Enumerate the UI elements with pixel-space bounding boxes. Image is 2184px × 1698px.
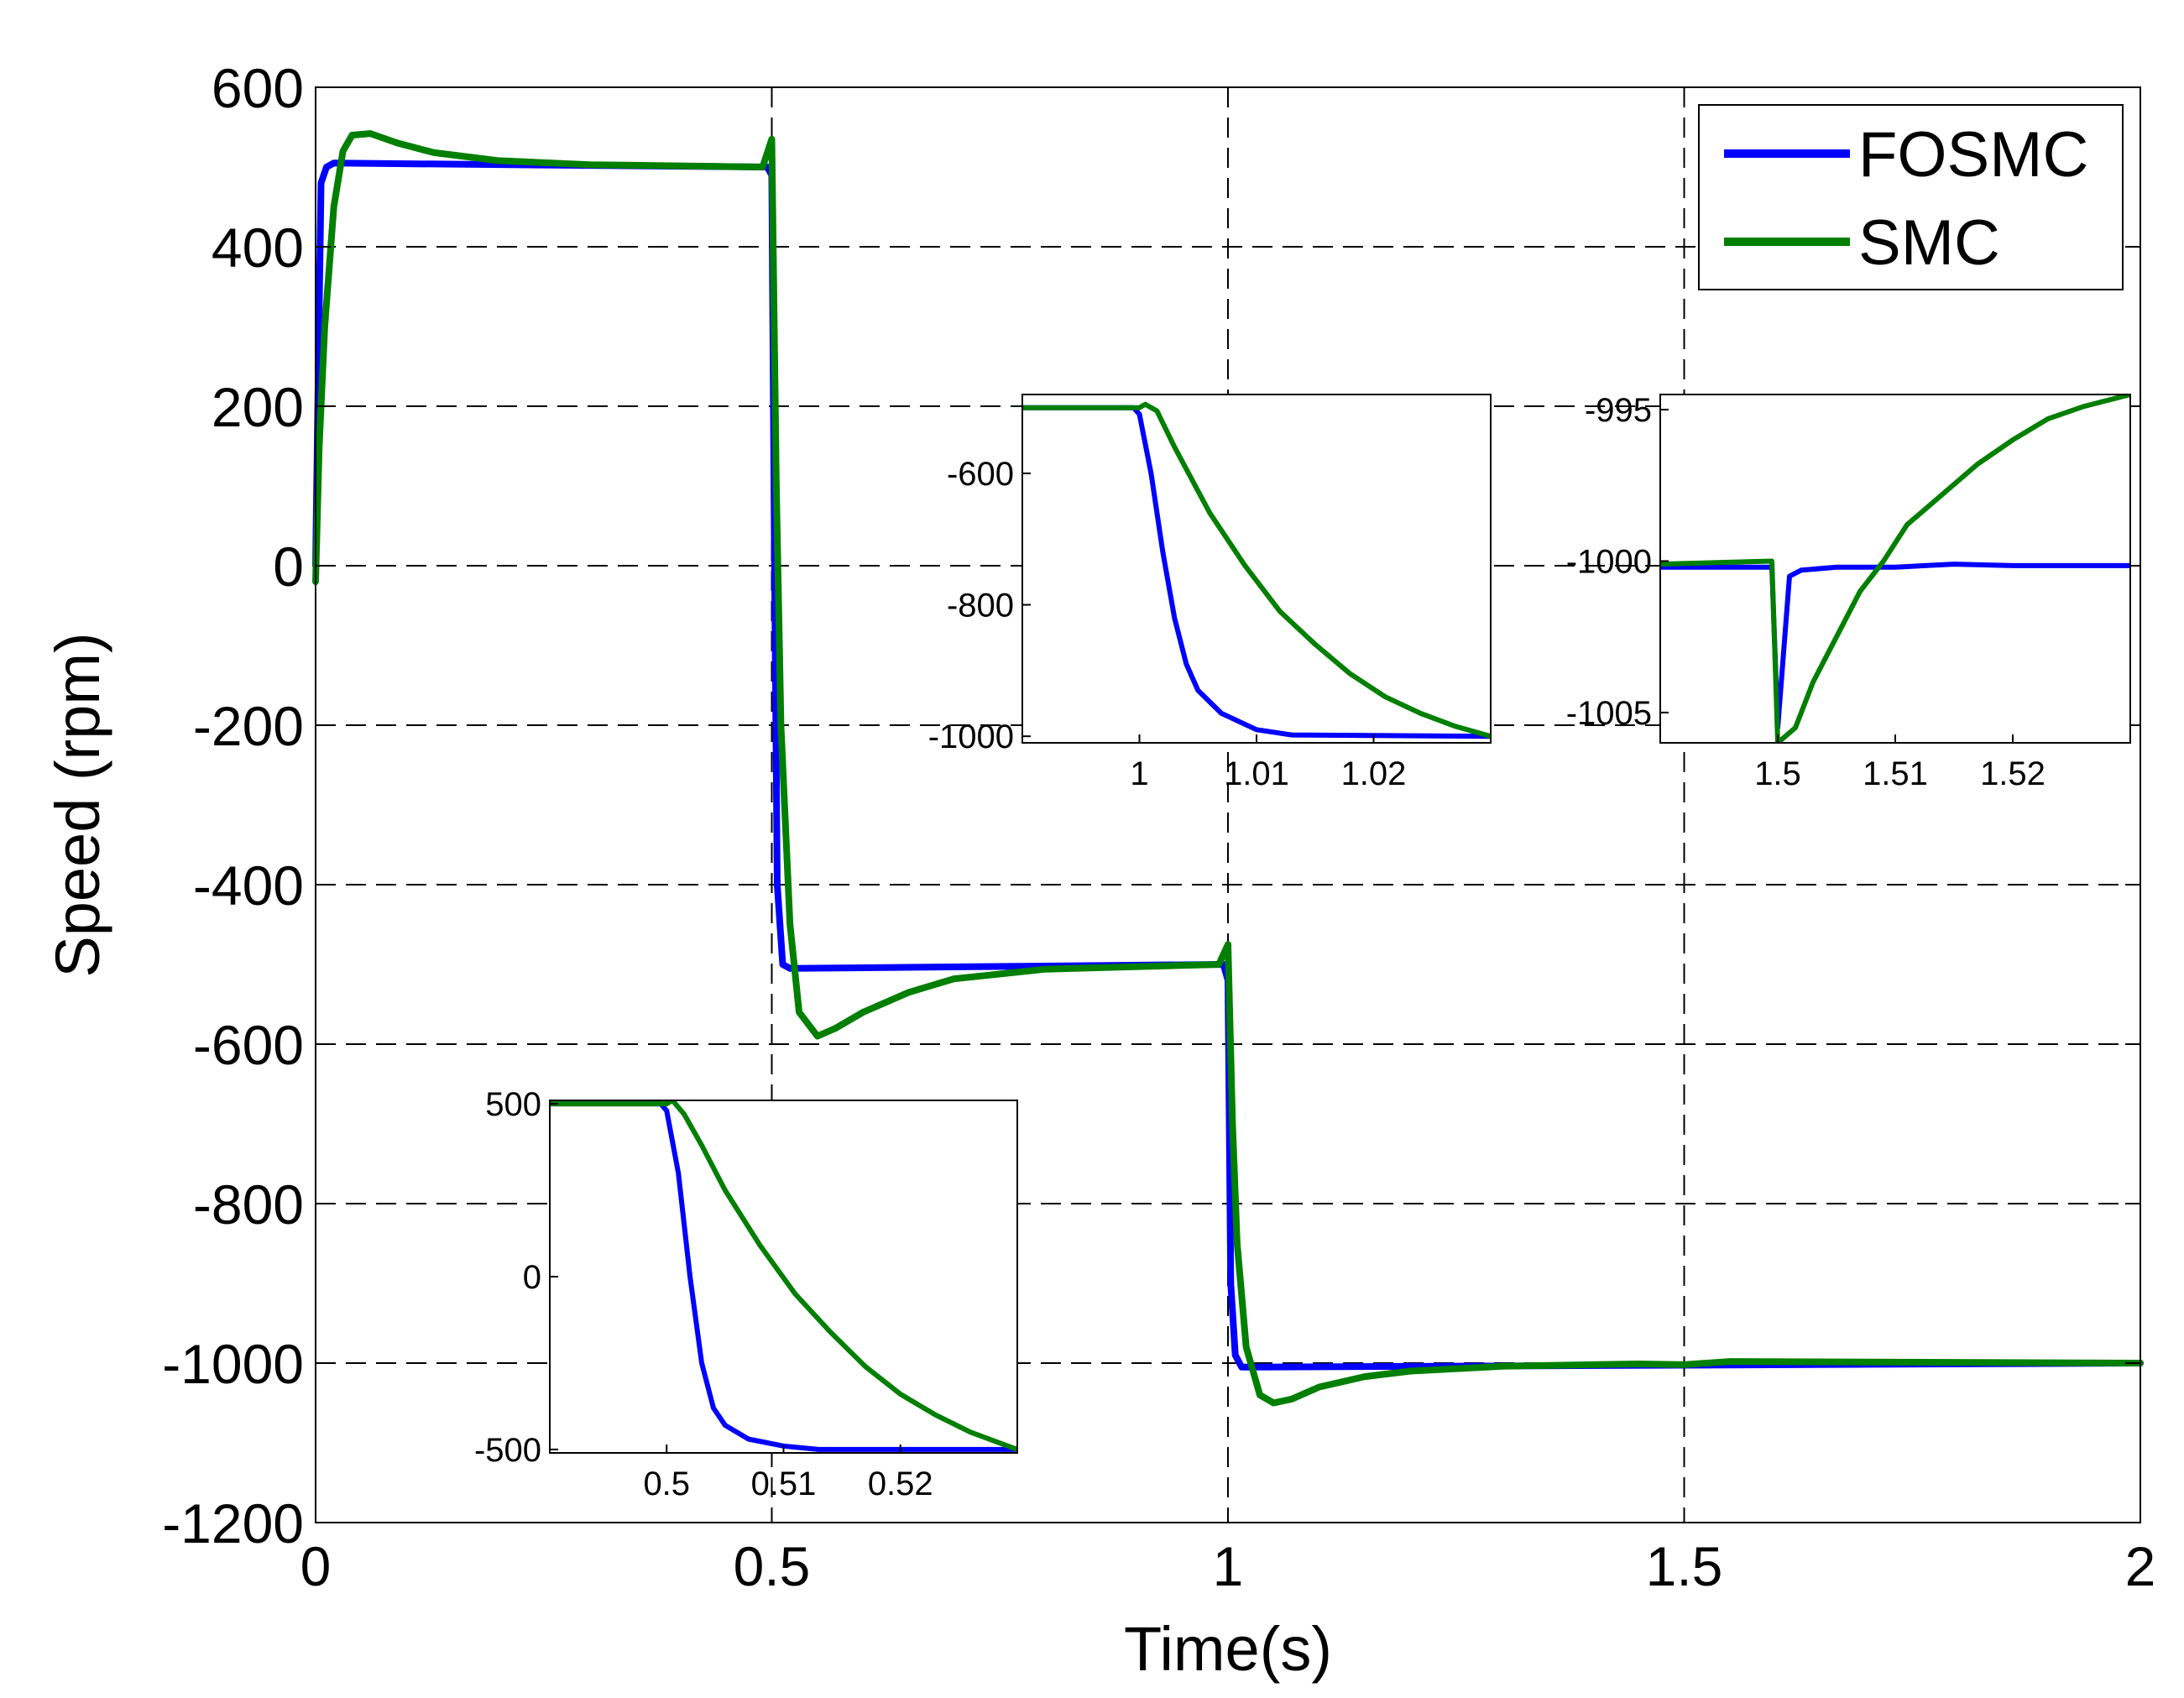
- inset-x-tick-label: 1.01: [1224, 755, 1289, 792]
- y-tick-label: 200: [212, 376, 304, 438]
- inset-series-line-smc: [1660, 394, 2130, 743]
- inset-x-tick-label: 1.51: [1863, 755, 1928, 792]
- y-tick-label: 600: [212, 57, 304, 119]
- inset-y-tick-label: -1000: [928, 718, 1014, 755]
- y-axis-title: Speed (rpm): [43, 632, 112, 977]
- inset-0.5s: 0.5 0.51 0.52 500 0 -500: [474, 1086, 1018, 1502]
- inset-y-tick-label: -800: [947, 588, 1014, 624]
- legend-label-smc: SMC: [1858, 207, 2000, 279]
- x-axis-title: Time(s): [1124, 1614, 1332, 1684]
- x-tick-label: 1: [1213, 1535, 1244, 1597]
- y-tick-label: -200: [193, 695, 304, 757]
- y-tick-label: 400: [212, 217, 304, 279]
- y-tick-label: -1200: [162, 1492, 304, 1554]
- inset-1.5s: 1.5 1.51 1.52 -995 -1000 -1005: [1566, 392, 2131, 792]
- series-line-smc: [312, 130, 2144, 1407]
- main-ticks: [315, 86, 2141, 1523]
- inset-x-tick-label: 1.52: [1980, 755, 2046, 792]
- inset-y-tick-label: -1000: [1566, 543, 1652, 580]
- y-tick-label: -600: [193, 1014, 304, 1076]
- y-tick-label: -1000: [162, 1333, 304, 1395]
- inset-series-line-fosmc: [1022, 405, 1491, 739]
- x-tick-label: 0: [300, 1535, 332, 1597]
- x-tick-label: 2: [2125, 1535, 2156, 1597]
- legend-label-fosmc: FOSMC: [1858, 119, 2088, 191]
- inset-series-line-fosmc: [550, 1101, 1017, 1452]
- inset-1.0s: 1 1.01 1.02 -600 -800 -1000: [928, 394, 1492, 792]
- y-tick-label: 0: [273, 536, 304, 598]
- legend: FOSMC SMC: [1698, 104, 2124, 290]
- y-tick-label: -800: [193, 1173, 304, 1236]
- inset-y-tick-label: -600: [947, 456, 1014, 493]
- inset-series-group: [550, 1100, 1017, 1452]
- legend-box: [1698, 104, 2124, 290]
- inset-y-tick-label: -1005: [1566, 695, 1652, 732]
- insets-group: 0.5 0.51 0.52 500 0 -500 1 1.01 1.02 -600 -800 -100…: [474, 392, 2131, 1502]
- inset-x-tick-label: 0.52: [868, 1466, 933, 1502]
- inset-x-tick-label: 0.51: [751, 1466, 817, 1502]
- inset-x-tick-label: 1.5: [1754, 755, 1801, 792]
- inset-series-group: [1022, 401, 1491, 739]
- inset-y-tick-label: -500: [474, 1432, 541, 1469]
- inset-series-line-smc: [1022, 401, 1491, 739]
- inset-y-tick-label: 0: [523, 1259, 541, 1296]
- y-tick-label: -400: [193, 854, 304, 917]
- inset-x-tick-label: 1.02: [1341, 755, 1407, 792]
- x-tick-label: 0.5: [734, 1535, 811, 1597]
- main-tick-labels: 0 0.5 1 1.5 26004002000-200-400-600-800-1000…: [162, 57, 2155, 1597]
- inset-x-tick-label: 0.5: [643, 1466, 690, 1502]
- x-tick-label: 1.5: [1646, 1535, 1723, 1597]
- inset-y-tick-label: 500: [485, 1086, 541, 1123]
- inset-x-tick-label: 1: [1130, 755, 1148, 792]
- inset-background: [1022, 394, 1491, 743]
- main-series-group: [312, 130, 2144, 1407]
- series-line-fosmc: [312, 159, 2144, 1371]
- inset-series-group: [1660, 394, 2130, 743]
- inset-series-line-smc: [550, 1100, 1017, 1452]
- inset-y-tick-label: -995: [1585, 392, 1652, 429]
